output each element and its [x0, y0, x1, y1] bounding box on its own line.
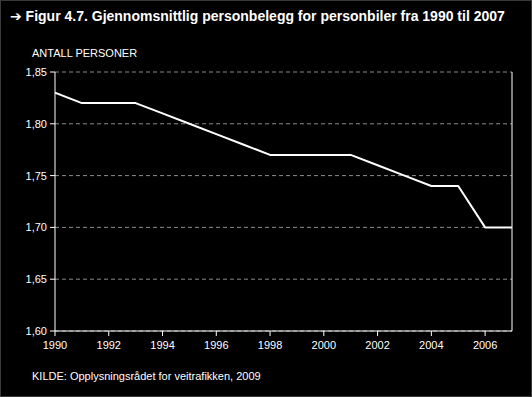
tick-label: 1,65 [26, 273, 47, 285]
plot-area [55, 93, 512, 228]
title: ➔ Figur 4.7. Gjennomsnittlig personbeleg… [10, 8, 505, 24]
grid-line [55, 123, 512, 124]
x-axis [55, 331, 512, 332]
tick-mark [485, 331, 486, 336]
tick-label: 1990 [43, 339, 67, 351]
tick-mark [50, 227, 55, 228]
grid-line [55, 279, 512, 280]
tick-mark [50, 123, 55, 124]
y-axis [55, 72, 56, 331]
tick-label: 1,85 [26, 66, 47, 78]
tick-mark [270, 331, 271, 336]
tick-label: 1,80 [26, 118, 47, 130]
tick-mark [216, 331, 217, 336]
tick-label: 2000 [312, 339, 336, 351]
tick-label: 2002 [365, 339, 389, 351]
tick-label: 1996 [204, 339, 228, 351]
source: KILDE: Opplysningsrådet for veitrafikken… [32, 370, 261, 382]
tick-mark [50, 175, 55, 176]
frame-right [512, 72, 513, 331]
line [55, 93, 512, 228]
chart: ➔ Figur 4.7. Gjennomsnittlig personbeleg… [0, 0, 532, 397]
tick-label: 1,75 [26, 170, 47, 182]
tick-mark [108, 331, 109, 336]
tick-label: 1,70 [26, 221, 47, 233]
grid-line [55, 175, 512, 176]
grid-line [55, 72, 512, 73]
background [1, 1, 532, 397]
tick-mark [50, 72, 55, 73]
tick-mark [323, 331, 324, 336]
grid-line [55, 331, 512, 332]
tick-mark [50, 279, 55, 280]
grid-line [55, 227, 512, 228]
tick-mark [55, 331, 56, 336]
tick-label: 1998 [258, 339, 282, 351]
tick-mark [50, 331, 55, 332]
tick-label: 2006 [473, 339, 497, 351]
tick-label: 1992 [97, 339, 121, 351]
tick-mark [162, 331, 163, 336]
tick-label: 2004 [419, 339, 443, 351]
tick-label: 1994 [150, 339, 174, 351]
tick-mark [431, 331, 432, 336]
tick-label: 1,60 [26, 325, 47, 337]
y-label: ANTALL PERSONER [32, 47, 137, 59]
tick-mark [377, 331, 378, 336]
